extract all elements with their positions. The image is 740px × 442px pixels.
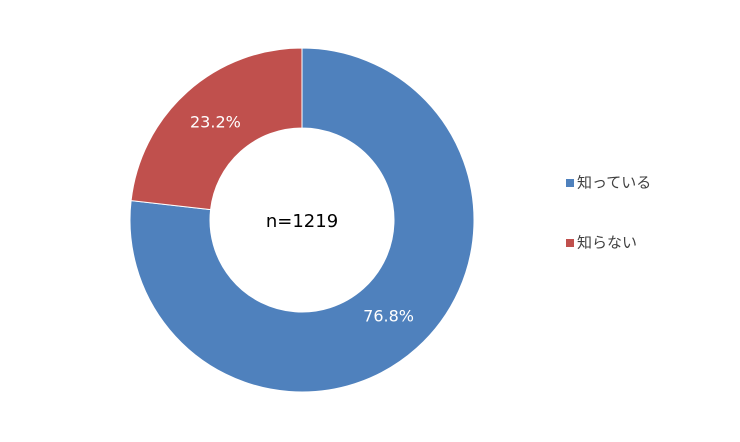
value-label: 23.2% bbox=[190, 113, 241, 132]
legend-label: 知らない bbox=[577, 234, 637, 252]
legend-swatch bbox=[566, 239, 574, 247]
donut-segment bbox=[130, 47, 303, 211]
value-label: 76.8% bbox=[363, 306, 414, 325]
legend-swatch bbox=[566, 179, 574, 187]
donut-segment bbox=[129, 47, 475, 393]
legend-label: 知っている bbox=[577, 174, 651, 192]
center-label: n=1219 bbox=[266, 211, 338, 232]
